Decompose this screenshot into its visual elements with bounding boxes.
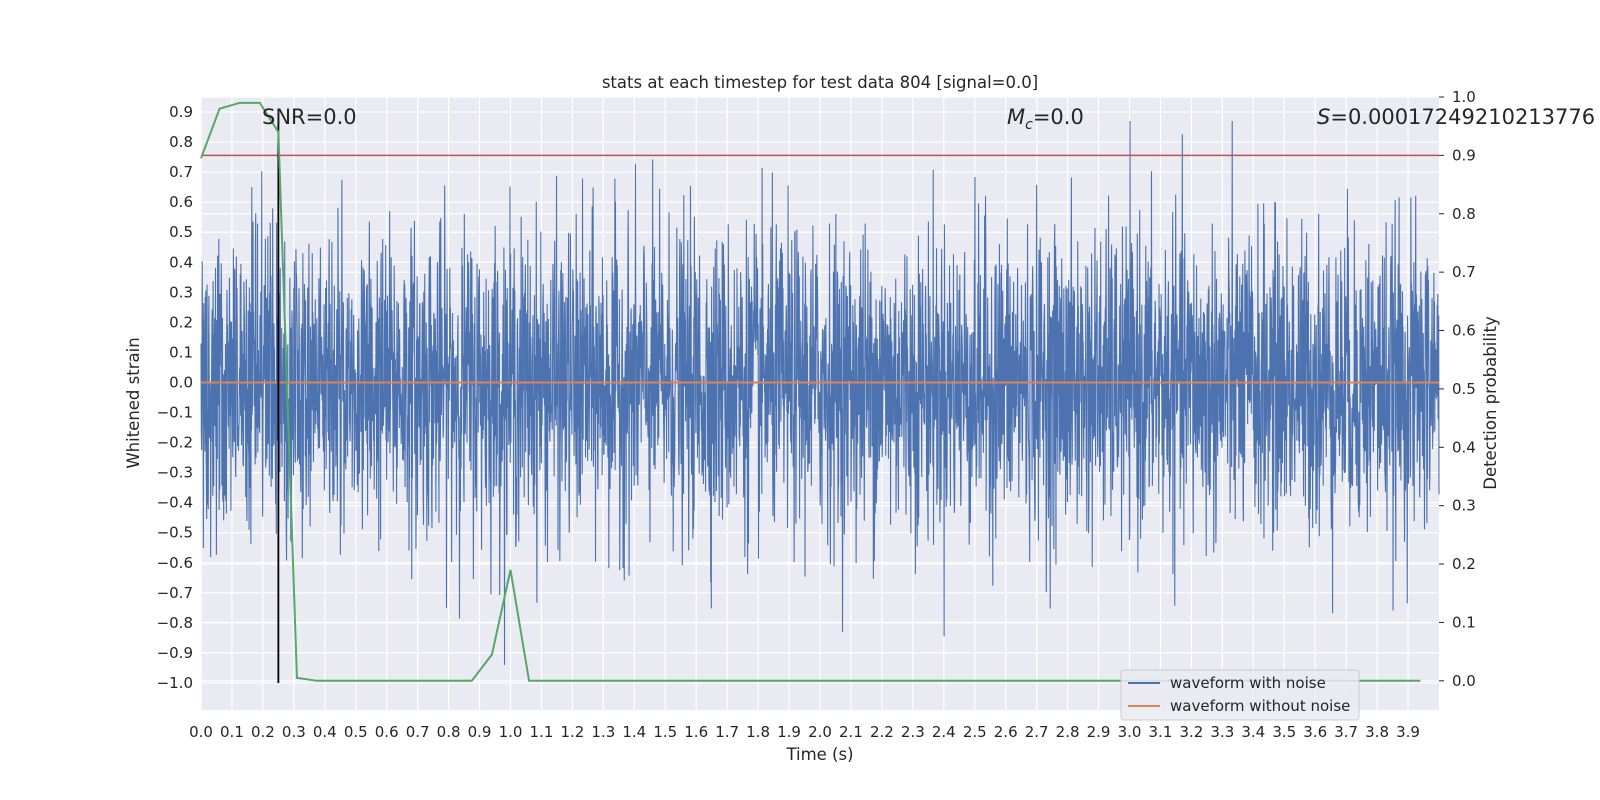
series-detection-probability (200, 101, 1421, 682)
y2-tick-label: 0.5 (1452, 380, 1476, 398)
y-tick-label: 0.5 (169, 223, 193, 241)
y-tick-label: 0.8 (169, 133, 193, 151)
y-tick-label: 0.7 (169, 163, 193, 181)
x-tick-label: 0.3 (282, 723, 306, 741)
x-axis-ticks: 0.0 0.1 0.2 0.3 0.4 0.5 0.6 0.7 0.8 0.9 1.0 1.1 1.2 1… (189, 723, 1420, 741)
x-tick-label: 1.1 (530, 723, 554, 741)
y-tick-label: −1.0 (157, 674, 193, 692)
y2-tick-label: 0.3 (1452, 497, 1476, 515)
y2-tick-label: 0.1 (1452, 613, 1476, 631)
y-axis-ticks: 0.9 0.8 0.7 0.6 0.5 0.4 0.3 0.2 0.1 0.0 −0.1 −0.2 −0… (157, 103, 193, 692)
x-tick-label: 2.0 (808, 723, 832, 741)
x-tick-label: 0.6 (375, 723, 399, 741)
y-tick-label: −0.3 (157, 464, 193, 482)
x-tick-label: 3.6 (1303, 723, 1327, 741)
y-axis-label: Whitened strain (124, 337, 143, 468)
x-tick-label: 0.1 (220, 723, 244, 741)
y-tick-label: −0.8 (157, 614, 193, 632)
x-tick-label: 2.9 (1087, 723, 1111, 741)
x-tick-label: 0.5 (344, 723, 368, 741)
x-tick-label: 3.9 (1396, 723, 1420, 741)
x-tick-label: 0.2 (251, 723, 275, 741)
x-tick-label: 1.5 (653, 723, 677, 741)
x-tick-label: 3.4 (1241, 723, 1265, 741)
x-tick-label: 3.5 (1272, 723, 1296, 741)
y-tick-label: −0.9 (157, 644, 193, 662)
y2-tick-label: 0.7 (1452, 263, 1476, 281)
chart-title: stats at each timestep for test data 804… (602, 73, 1038, 92)
y-tick-label: −0.5 (157, 524, 193, 542)
x-tick-label: 3.7 (1334, 723, 1358, 741)
y-tick-label: 0.0 (169, 373, 193, 391)
annotation-s: S=0.00017249210213776 (1317, 105, 1595, 129)
x-tick-label: 1.3 (591, 723, 615, 741)
y-tick-label: −0.2 (157, 434, 193, 452)
x-tick-label: 3.1 (1149, 723, 1173, 741)
y-tick-label: −0.7 (157, 584, 193, 602)
y-tick-label: 0.2 (169, 313, 193, 331)
y2-tick-label: 0.6 (1452, 322, 1476, 340)
x-tick-label: 3.3 (1210, 723, 1234, 741)
y-tick-label: 0.6 (169, 193, 193, 211)
x-tick-label: 0.4 (313, 723, 337, 741)
x-tick-label: 0.7 (406, 723, 430, 741)
y2-axis-label: Detection probability (1481, 316, 1500, 490)
x-tick-label: 2.7 (1025, 723, 1049, 741)
y-tick-label: −0.1 (157, 404, 193, 422)
legend: waveform with noise waveform without noi… (1120, 669, 1360, 721)
x-tick-label: 1.9 (777, 723, 801, 741)
y-tick-label: 0.3 (169, 283, 193, 301)
x-tick-label: 1.0 (499, 723, 523, 741)
x-tick-label: 2.3 (901, 723, 925, 741)
y2-axis-ticks: 1.0 0.9 0.8 0.7 0.6 0.5 0.4 0.3 0.2 0.1 0.0 (1439, 88, 1476, 690)
x-tick-label: 3.2 (1179, 723, 1203, 741)
y-tick-label: −0.4 (157, 494, 193, 512)
noise-waveform-path (200, 121, 1440, 665)
legend-box (1120, 669, 1360, 721)
y-tick-label: 0.4 (169, 253, 193, 271)
annotation-chirp-mass: Mc=0.0 (1007, 105, 1084, 133)
x-tick-label: 1.4 (622, 723, 646, 741)
x-tick-label: 2.8 (1056, 723, 1080, 741)
legend-label-noise: waveform with noise (1170, 674, 1326, 692)
y-tick-label: −0.6 (157, 554, 193, 572)
y2-tick-label: 0.4 (1452, 438, 1476, 456)
y2-tick-label: 0.0 (1452, 672, 1476, 690)
x-axis-label: Time (s) (785, 745, 853, 764)
x-tick-label: 2.1 (839, 723, 863, 741)
y2-tick-label: 0.9 (1452, 146, 1476, 164)
y2-tick-label: 0.2 (1452, 555, 1476, 573)
x-tick-label: 2.5 (963, 723, 987, 741)
x-tick-label: 0.9 (468, 723, 492, 741)
x-tick-label: 1.7 (715, 723, 739, 741)
x-tick-label: 0.0 (189, 723, 213, 741)
x-tick-label: 1.6 (684, 723, 708, 741)
series-waveform-with-noise (200, 121, 1440, 665)
y2-tick-label: 1.0 (1452, 88, 1476, 106)
y-tick-label: 0.1 (169, 343, 193, 361)
y-tick-label: 0.9 (169, 103, 193, 121)
x-tick-label: 1.8 (746, 723, 770, 741)
x-tick-label: 1.2 (560, 723, 584, 741)
x-tick-label: 3.8 (1365, 723, 1389, 741)
legend-label-clean: waveform without noise (1170, 697, 1350, 715)
annotation-snr: SNR=0.0 (262, 105, 357, 129)
x-tick-label: 2.6 (994, 723, 1018, 741)
x-tick-label: 2.4 (932, 723, 956, 741)
y2-tick-label: 0.8 (1452, 205, 1476, 223)
x-tick-label: 2.2 (870, 723, 894, 741)
x-tick-label: 3.0 (1118, 723, 1142, 741)
x-tick-label: 0.8 (437, 723, 461, 741)
